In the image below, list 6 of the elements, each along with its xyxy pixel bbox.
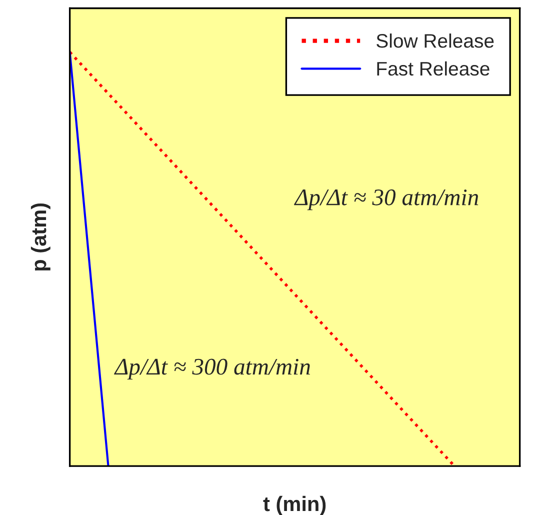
y-axis-title: p (atm) — [30, 203, 50, 270]
legend-label: Slow Release — [376, 34, 494, 48]
annotation: Δp/Δt ≈ 300 atm/min — [114, 358, 310, 380]
legend-label: Fast Release — [377, 61, 490, 76]
annotation: Δp/Δt ≈ 30 atm/min — [294, 189, 478, 210]
x-axis-title: t (min) — [263, 496, 326, 515]
